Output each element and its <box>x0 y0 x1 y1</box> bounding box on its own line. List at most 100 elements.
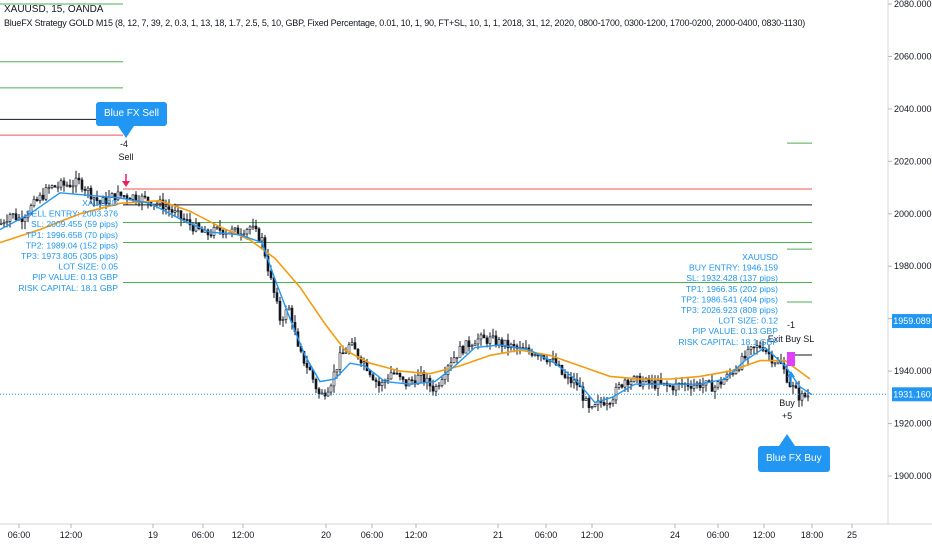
price-tick-8: 1920.000 <box>894 419 932 429</box>
candle-body-162 <box>485 337 489 344</box>
candle-body-60 <box>179 210 183 219</box>
buy-callout-pointer <box>779 434 795 446</box>
candle-body-114 <box>341 352 345 355</box>
candle-body-201 <box>602 402 606 406</box>
candle-body-220 <box>659 379 663 384</box>
candle-body-238 <box>713 386 717 392</box>
candle-body-156 <box>467 340 471 348</box>
price-tick-5: 1980.000 <box>894 261 932 271</box>
candle-body-171 <box>512 343 516 347</box>
candle-body-120 <box>359 357 363 364</box>
candle-body-155 <box>464 340 468 354</box>
candle-body-137 <box>410 379 414 382</box>
candle-body-2 <box>5 221 9 224</box>
time-tick-7: 12:00 <box>405 530 428 540</box>
candle-body-79 <box>236 227 240 235</box>
candle-body-246 <box>737 369 741 371</box>
candle-body-113 <box>338 352 342 370</box>
candle-body-5 <box>14 213 18 221</box>
candle-body-203 <box>608 403 612 405</box>
candle-body-208 <box>623 379 627 388</box>
candle-body-72 <box>215 226 219 229</box>
time-tick-11: 24 <box>670 530 680 540</box>
candle-body-62 <box>185 219 189 221</box>
buy-info-line-2: SL: 1932.428 (137 pips) <box>686 273 778 283</box>
candle-body-117 <box>350 342 354 346</box>
candle-body-40 <box>119 191 123 196</box>
candle-body-241 <box>722 379 726 385</box>
time-axis[interactable]: 06:00 12:00 19 06:00 12:00 20 06:00 12:00 21 06:0… <box>8 524 857 540</box>
blue-fx-buy-callout[interactable]: Blue FX Buy <box>758 446 830 472</box>
candle-body-194 <box>581 386 585 401</box>
candle-body-230 <box>689 386 693 389</box>
candle-body-129 <box>386 378 390 381</box>
candle-body-165 <box>494 335 498 346</box>
candle-body-33 <box>98 200 102 204</box>
price-axis[interactable]: 2080.000 2060.000 2040.000 2020.000 2000.000… <box>888 0 932 481</box>
blue-fx-sell-callout[interactable]: Blue FX Sell <box>96 102 168 126</box>
time-tick-4: 12:00 <box>232 530 255 540</box>
sell-info-line-8: RISK CAPITAL: 18.1 GBP <box>18 283 118 293</box>
candle-body-81 <box>242 233 246 236</box>
candle-body-118 <box>353 342 357 350</box>
buy-info-line-0: XAUUSD <box>742 252 778 262</box>
candle-body-52 <box>155 203 159 206</box>
candle-body-31 <box>92 197 96 200</box>
candle-body-223 <box>668 385 672 387</box>
sell-info-line-7: PIP VALUE: 0.13 GBP <box>32 272 118 282</box>
price-tick-3: 2020.000 <box>894 156 932 166</box>
symbol-title: XAUUSD, 15, OANDA <box>4 4 104 15</box>
sell-arrow-icon <box>122 174 130 187</box>
candle-body-86 <box>257 228 261 242</box>
candle-body-106 <box>317 388 321 395</box>
candle-body-20 <box>59 180 63 188</box>
candle-body-22 <box>65 184 69 187</box>
candle-body-255 <box>764 350 768 353</box>
buy-annotation: -1 Exit Buy SL Buy +5 <box>768 320 814 446</box>
candle-body-38 <box>113 193 117 201</box>
candle-body-204 <box>611 399 615 404</box>
marker-price-badge: 1959.089 <box>892 314 932 329</box>
candle-body-8 <box>23 217 27 222</box>
candle-body-85 <box>254 225 258 230</box>
candle-body-96 <box>287 307 291 311</box>
time-tick-15: 25 <box>847 530 857 540</box>
buy-info-line-4: TP2: 1986.541 (404 pips) <box>681 294 778 304</box>
candle-body-103 <box>308 367 312 371</box>
sell-label: Sell <box>118 152 133 162</box>
candle-body-249 <box>746 349 750 359</box>
buy-info-line-6: LOT SIZE: 0.12 <box>718 316 778 326</box>
candle-body-59 <box>176 210 180 213</box>
strategy-title: BlueFX Strategy GOLD M15 (8, 12, 7, 39, … <box>4 18 806 28</box>
exit-qty-label: -1 <box>787 320 795 330</box>
candle-body-217 <box>650 380 654 384</box>
candle-body-125 <box>374 379 378 382</box>
candle-body-127 <box>380 382 384 386</box>
time-tick-2: 19 <box>148 530 158 540</box>
candle-body-233 <box>698 382 702 388</box>
candle-body-159 <box>476 338 480 345</box>
candle-body-54 <box>161 199 165 210</box>
buy-qty-label: +5 <box>782 411 792 421</box>
candle-body-13 <box>38 194 42 201</box>
candle-body-132 <box>395 372 399 375</box>
buy-info-line-5: TP3: 2026.923 (808 pips) <box>681 305 778 315</box>
candle-body-48 <box>143 195 147 198</box>
candle-body-84 <box>251 225 255 228</box>
candle-body-244 <box>731 373 735 375</box>
time-tick-12: 06:00 <box>707 530 730 540</box>
candle-body-37 <box>110 193 114 198</box>
candle-body-248 <box>743 355 747 359</box>
candle-body-115 <box>344 351 348 354</box>
slow-moving-average-line <box>0 199 811 380</box>
candle-body-239 <box>716 381 720 388</box>
candle-body-55 <box>164 206 168 210</box>
candle-body-112 <box>335 369 339 373</box>
candle-body-29 <box>86 187 90 191</box>
candle-body-144 <box>431 385 435 392</box>
candle-body-205 <box>614 387 618 401</box>
sell-info-line-5: TP3: 1973.805 (305 pips) <box>21 251 118 261</box>
fast-moving-average-line <box>0 192 813 404</box>
